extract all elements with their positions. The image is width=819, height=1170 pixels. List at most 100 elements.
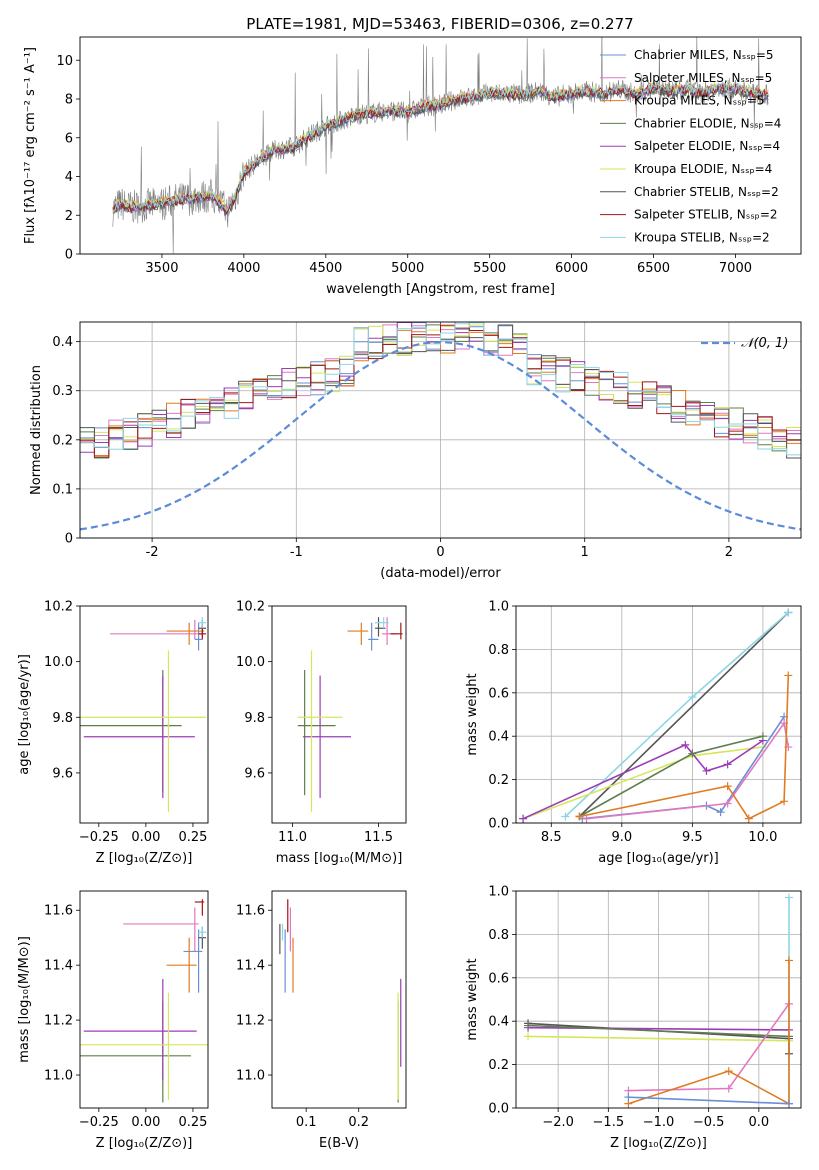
y-tick-label: 11.6 [236,904,265,919]
weight-line-chabrier-miles [582,716,785,820]
weight-point-marker [724,1084,733,1093]
y-tick-label: 0 [65,248,73,263]
errorbar-kroupa-stelib [375,617,389,629]
y-tick-label: 1.0 [488,600,509,615]
errorbar-kroupa-elodie [297,650,343,812]
x-tick-label: 9.5 [682,830,703,845]
weight-point-marker [723,799,732,808]
weight-vs-age-panel: 8.5 9.0 9.5 10.0 0.0 0.2 0.4 0.6 0.8 1.0 age [log₁… [465,600,802,866]
x-tick-label: 7000 [719,261,752,276]
y-tick-label: 4 [65,170,73,185]
plot-area [80,617,207,812]
y-axis-label: mass [log₁₀(M/M⊙)] [17,936,32,1063]
y-tick-label: 11.0 [236,1069,265,1084]
figure-title: PLATE=1981, MJD=53463, FIBERID=0306, z=0… [246,15,633,33]
y-tick-label: 9.8 [244,711,265,726]
weight-line-chabrier-elodie [527,1024,790,1038]
weight-point-marker [724,1067,733,1076]
age-vs-mass-panel: 11.0 11.5 9.6 9.8 10.0 10.2 mass [log₁₀(M/M⊙)] [236,600,407,866]
x-tick-label: 0.2 [348,1115,369,1130]
y-tick-label: 0.1 [52,482,73,497]
x-axis-label: mass [log₁₀(M/M⊙)] [276,851,403,866]
weight-point-marker [784,1099,793,1108]
errorbar-kroupa-elodie [80,650,207,812]
y-tick-label: 10.2 [44,600,73,615]
x-tick-label: −0.5 [693,1115,725,1130]
weight-point-marker [784,893,793,902]
y-tick-label: 11.4 [236,959,265,974]
weight-point-marker [702,766,711,775]
errorbar-chabrier-elodie [80,1000,192,1103]
legend-entry: Salpeter MILES, Nₛₛₚ=5 [634,71,772,85]
errorbar-salpeter-elodie [83,978,197,1081]
plot-area [279,899,402,1103]
axes-frame [79,36,802,255]
errorbar-salpeter-elodie [83,675,195,798]
normal-distribution-curve [80,341,801,531]
x-tick-label: 5000 [391,261,424,276]
weight-line-chabrier-miles [628,1096,790,1105]
x-tick-label: 4500 [309,261,342,276]
x-tick-label: −1.5 [593,1115,625,1130]
weight-point-marker [784,608,793,617]
weight-point-marker [744,814,753,823]
x-tick-label: 3500 [145,261,178,276]
errorbar-salpeter-elodie [302,675,352,798]
x-tick-label: −2.0 [542,1115,574,1130]
weight-point-marker [575,812,584,821]
x-axis-label: Z [log₁₀(Z/Z⊙)] [96,1136,193,1151]
x-tick-label: 4000 [227,261,260,276]
y-axis-label: Normed distribution [29,365,44,495]
axes-frame [271,890,407,1109]
axes-frame [79,890,209,1109]
x-tick-label: -2 [146,545,159,560]
weight-point-marker [624,1093,633,1102]
x-axis-label: Z [log₁₀(Z/Z⊙)] [96,851,193,866]
legend-entry: Salpeter ELODIE, Nₛₛₚ=4 [634,139,780,153]
errorbar-salpeter-stelib [390,622,403,640]
y-tick-label: 0.0 [488,1102,509,1117]
legend-entry: Salpeter STELIB, Nₛₛₚ=2 [634,208,778,222]
errorbar-kroupa-elodie [80,992,208,1100]
errorbar-chabrier-miles [183,929,203,993]
legend-entry: Chabrier ELODIE, Nₛₛₚ=4 [634,116,781,130]
y-tick-label: 9.8 [52,711,73,726]
y-tick-label: 0.8 [488,928,509,943]
plot-area [297,617,403,812]
weight-point-marker [519,814,528,823]
y-tick-label: 11.0 [44,1069,73,1084]
x-tick-label: 0.00 [131,1115,160,1130]
residual-histogram-kroupa-stelib [80,322,801,538]
errorbar-salpeter-miles [123,907,199,952]
x-tick-label: 0.0 [749,1115,770,1130]
y-tick-label: 0.6 [488,971,509,986]
errorbar-chabrier-elodie [297,669,336,796]
y-tick-label: 9.6 [52,766,73,781]
weight-point-marker [681,740,690,749]
y-tick-label: 0.6 [488,686,509,701]
weight-line-kroupa-stelib [564,611,789,818]
x-axis-label: age [log₁₀(age/yr)] [598,851,719,866]
mass-vs-metallicity-panel: −0.25 0.00 0.25 11.0 11.2 11.4 11.6 Z [log₁₀(Z/… [17,890,209,1151]
y-tick-label: 11.4 [44,959,73,974]
legend-entry: Kroupa STELIB, Nₛₛₚ=2 [634,230,770,244]
weight-vs-metallicity-panel: −2.0 −1.5 −1.0 −0.5 0.0 0.0 0.2 0.4 0.6 0.8 1.0 Z [… [465,885,802,1151]
plot-area [80,322,801,538]
y-tick-label: 11.2 [236,1014,265,1029]
weight-point-marker [716,808,725,817]
errorbar-kroupa-stelib [198,617,207,629]
spectrum-panel: 3500 4000 4500 5000 5500 6000 6500 7000 0 2 4 6 8 10 w… [23,36,802,297]
errorbar-kroupa-miles [166,937,197,993]
y-tick-label: 0.4 [488,730,509,745]
x-tick-label: 0.1 [296,1115,317,1130]
legend-entry: Kroupa ELODIE, Nₛₛₚ=4 [634,162,772,176]
y-tick-label: 2 [65,209,73,224]
axes-frame [79,605,209,824]
y-tick-label: 9.6 [244,766,265,781]
x-tick-label: 1 [581,545,589,560]
y-tick-label: 10.2 [236,600,265,615]
y-tick-label: 0.2 [52,433,73,448]
mass-vs-ebv-panel: 0.1 0.2 11.0 11.2 11.4 11.6 E(B-V) [236,890,407,1151]
errorbar-chabrier-elodie [80,669,182,793]
